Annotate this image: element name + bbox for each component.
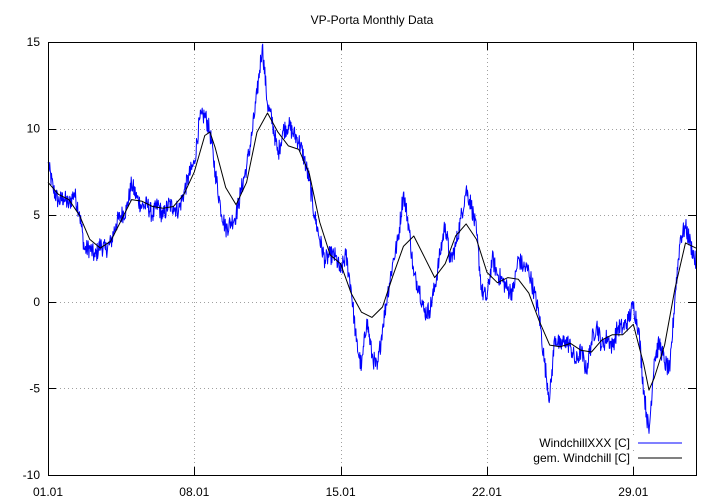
y-tick-label: 0 xyxy=(33,295,40,309)
grid xyxy=(48,42,696,475)
y-tick-label: -5 xyxy=(29,381,40,395)
y-tick-label: -10 xyxy=(23,468,41,482)
y-tick-label: 10 xyxy=(27,122,41,136)
tick-marks xyxy=(48,42,696,476)
x-tick-label: 01.01 xyxy=(33,485,63,499)
y-axis-labels: 15 10 5 0 -5 -10 xyxy=(23,35,41,482)
legend-background xyxy=(502,451,692,465)
legend-background xyxy=(502,436,692,450)
y-tick-label: 5 xyxy=(33,208,40,222)
legend: WindchillXXX [C]gem. Windchill [C] xyxy=(502,436,692,465)
x-tick-label: 08.01 xyxy=(179,485,209,499)
x-tick-label: 15.01 xyxy=(326,485,356,499)
series-line-avg-windchill xyxy=(47,112,697,391)
series-layer xyxy=(47,43,697,434)
y-tick-label: 15 xyxy=(27,35,41,49)
legend-label: gem. Windchill [C] xyxy=(533,451,630,465)
legend-label: WindchillXXX [C] xyxy=(539,436,630,450)
plot-frame xyxy=(48,42,697,476)
chart-title: VP-Porta Monthly Data xyxy=(311,13,434,27)
x-tick-label: 22.01 xyxy=(472,485,502,499)
x-axis-labels: 01.01 08.01 15.01 22.01 29.01 xyxy=(33,485,649,499)
x-tick-label: 29.01 xyxy=(618,485,648,499)
series-line-windchill xyxy=(47,43,697,434)
